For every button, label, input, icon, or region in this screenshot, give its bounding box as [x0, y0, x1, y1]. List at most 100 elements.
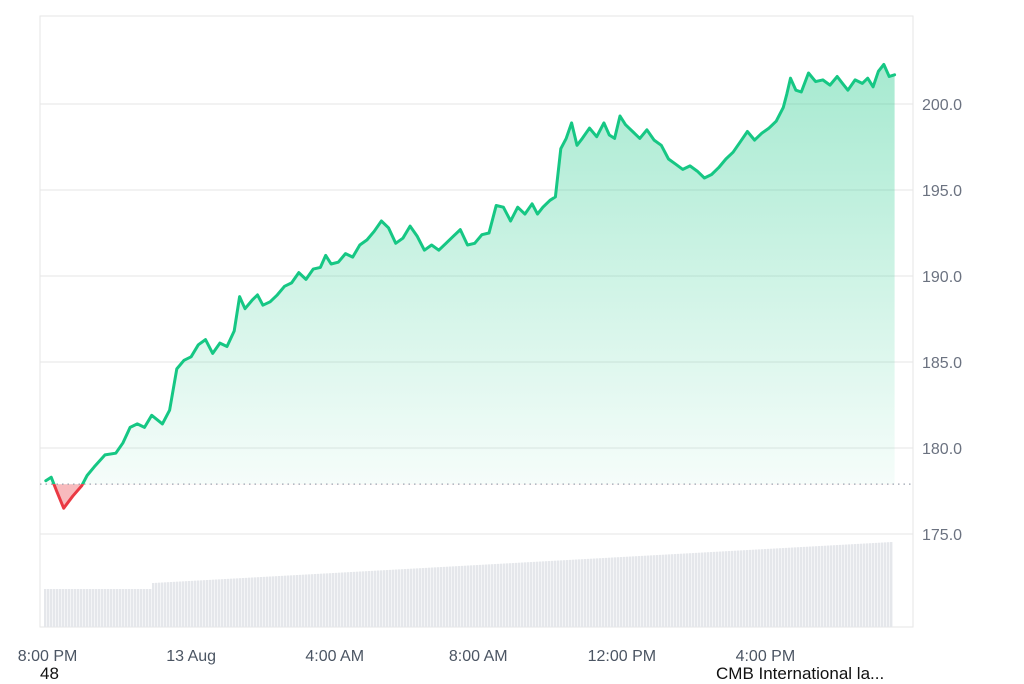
volume-bar — [425, 567, 428, 627]
volume-bar — [215, 579, 218, 627]
volume-bar — [419, 568, 422, 627]
volume-bar — [785, 547, 788, 627]
volume-bar — [317, 573, 320, 627]
volume-bar — [650, 555, 653, 627]
volume-bar — [611, 557, 614, 627]
volume-bar — [149, 589, 152, 627]
volume-bar — [68, 589, 71, 627]
volume-bar — [836, 545, 839, 627]
volume-bar — [329, 573, 332, 627]
volume-bar — [467, 565, 470, 627]
volume-bar — [830, 545, 833, 627]
volume-bar — [230, 578, 233, 627]
volume-bar — [107, 589, 110, 627]
volume-bar — [44, 589, 47, 627]
volume-bar — [173, 581, 176, 627]
volume-bar — [308, 574, 311, 627]
volume-bar — [353, 571, 356, 627]
volume-bar — [137, 589, 140, 627]
volume-bar — [164, 582, 167, 627]
volume-bar — [884, 542, 887, 627]
volume-bar — [422, 568, 425, 627]
volume-bar — [74, 589, 77, 627]
volume-bar — [386, 570, 389, 627]
volume-bar — [59, 589, 62, 627]
volume-bar — [458, 566, 461, 627]
volume-bar — [263, 576, 266, 627]
volume-bar — [182, 581, 185, 627]
y-tick-label: 180.0 — [922, 441, 962, 458]
volume-bar — [872, 543, 875, 627]
volume-bar — [638, 556, 641, 627]
volume-bar — [434, 567, 437, 627]
volume-bar — [845, 544, 848, 627]
volume-bar — [533, 561, 536, 627]
volume-bar — [344, 572, 347, 627]
volume-bar — [305, 574, 308, 627]
volume-bar — [695, 552, 698, 627]
volume-bar — [668, 554, 671, 627]
volume-bar — [815, 546, 818, 627]
volume-bar — [812, 546, 815, 627]
volume-bar — [602, 558, 605, 627]
volume-bar — [320, 573, 323, 627]
volume-bar — [596, 558, 599, 627]
x-tick-label: 4:00 AM — [305, 648, 364, 665]
volume-bar — [773, 548, 776, 627]
volume-bar — [116, 589, 119, 627]
volume-bar — [878, 542, 881, 627]
volume-bar — [608, 557, 611, 627]
volume-bar — [47, 589, 50, 627]
volume-bar — [428, 567, 431, 627]
volume-bar — [788, 547, 791, 627]
volume-bar — [731, 550, 734, 627]
volume-bar — [887, 542, 890, 627]
volume-bar — [782, 548, 785, 627]
volume-bar — [701, 552, 704, 627]
volume-bar — [854, 544, 857, 627]
volume-bar — [461, 565, 464, 627]
volume-bar — [359, 571, 362, 627]
volume-bar — [866, 543, 869, 627]
volume-bar — [341, 572, 344, 627]
y-tick-label: 195.0 — [922, 183, 962, 200]
footer-source-text: CMB International la... — [716, 664, 885, 683]
volume-bar — [524, 562, 527, 627]
volume-bar — [779, 548, 782, 627]
volume-bar — [194, 580, 197, 627]
volume-bar — [869, 543, 872, 627]
volume-bar — [665, 554, 668, 627]
volume-bar — [449, 566, 452, 627]
volume-bar — [191, 580, 194, 627]
volume-bar — [674, 554, 677, 627]
volume-bar — [197, 580, 200, 627]
volume-bar — [710, 552, 713, 627]
volume-bar — [347, 572, 350, 627]
volume-bar — [548, 561, 551, 627]
volume-bar — [281, 575, 284, 627]
y-tick-label: 185.0 — [922, 355, 962, 372]
volume-bar — [98, 589, 101, 627]
volume-bar — [656, 555, 659, 627]
volume-bar — [623, 556, 626, 627]
volume-bar — [761, 549, 764, 627]
volume-bar — [146, 589, 149, 627]
volume-bar — [482, 564, 485, 627]
volume-bar — [791, 547, 794, 627]
volume-bar — [752, 549, 755, 627]
volume-bar — [572, 559, 575, 627]
volume-bar — [614, 557, 617, 627]
volume-bar — [413, 568, 416, 627]
volume-bar — [698, 552, 701, 627]
volume-bar — [62, 589, 65, 627]
volume-bar — [605, 557, 608, 627]
volume-bar — [629, 556, 632, 627]
volume-bar — [725, 551, 728, 627]
x-tick-label: 13 Aug — [166, 648, 216, 665]
volume-bar — [356, 571, 359, 627]
volume-bar — [185, 581, 188, 627]
volume-bar — [152, 583, 155, 627]
volume-bar — [350, 572, 353, 627]
volume-bar — [314, 574, 317, 627]
